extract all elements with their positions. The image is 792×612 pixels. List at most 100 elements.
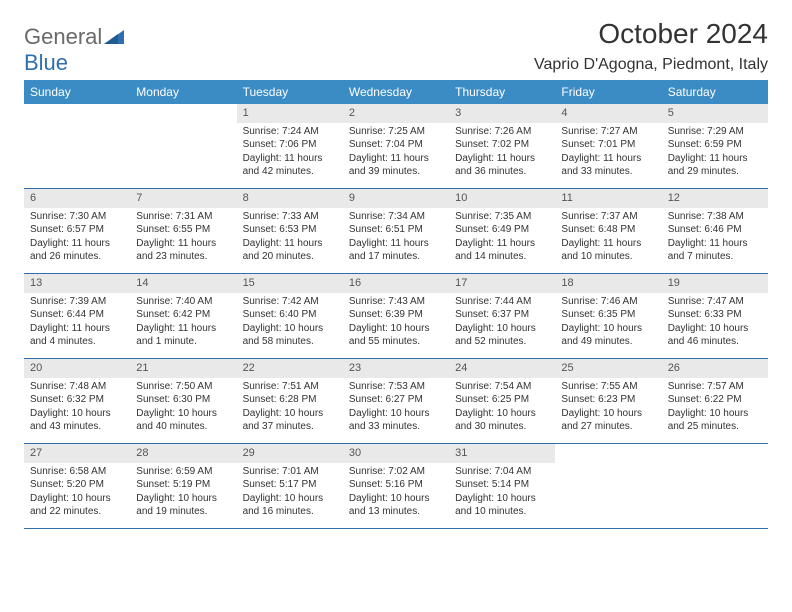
sunrise-text: Sunrise: 6:59 AM: [136, 465, 230, 479]
day-cell: 5Sunrise: 7:29 AMSunset: 6:59 PMDaylight…: [662, 104, 768, 188]
day-body: Sunrise: 7:54 AMSunset: 6:25 PMDaylight:…: [449, 378, 555, 440]
day-number: 29: [237, 444, 343, 463]
daylight-text: Daylight: 10 hours and 27 minutes.: [561, 407, 655, 434]
sunrise-text: Sunrise: 7:04 AM: [455, 465, 549, 479]
day-cell: 6Sunrise: 7:30 AMSunset: 6:57 PMDaylight…: [24, 189, 130, 273]
day-cell: 9Sunrise: 7:34 AMSunset: 6:51 PMDaylight…: [343, 189, 449, 273]
day-cell: 13Sunrise: 7:39 AMSunset: 6:44 PMDayligh…: [24, 274, 130, 358]
day-number: 26: [662, 359, 768, 378]
day-number: 7: [130, 189, 236, 208]
day-cell: 11Sunrise: 7:37 AMSunset: 6:48 PMDayligh…: [555, 189, 661, 273]
sunset-text: Sunset: 5:20 PM: [30, 478, 124, 492]
day-cell: 28Sunrise: 6:59 AMSunset: 5:19 PMDayligh…: [130, 444, 236, 528]
sunset-text: Sunset: 6:28 PM: [243, 393, 337, 407]
day-body: Sunrise: 7:55 AMSunset: 6:23 PMDaylight:…: [555, 378, 661, 440]
sunset-text: Sunset: 6:59 PM: [668, 138, 762, 152]
day-cell: 30Sunrise: 7:02 AMSunset: 5:16 PMDayligh…: [343, 444, 449, 528]
sunrise-text: Sunrise: 7:42 AM: [243, 295, 337, 309]
sunset-text: Sunset: 6:22 PM: [668, 393, 762, 407]
day-cell: [130, 104, 236, 188]
day-number: 15: [237, 274, 343, 293]
day-number: 4: [555, 104, 661, 123]
daylight-text: Daylight: 10 hours and 40 minutes.: [136, 407, 230, 434]
day-number: 13: [24, 274, 130, 293]
day-body: Sunrise: 7:33 AMSunset: 6:53 PMDaylight:…: [237, 208, 343, 270]
sunset-text: Sunset: 6:30 PM: [136, 393, 230, 407]
sunset-text: Sunset: 6:49 PM: [455, 223, 549, 237]
day-body: Sunrise: 7:30 AMSunset: 6:57 PMDaylight:…: [24, 208, 130, 270]
day-cell: 16Sunrise: 7:43 AMSunset: 6:39 PMDayligh…: [343, 274, 449, 358]
sunrise-text: Sunrise: 7:37 AM: [561, 210, 655, 224]
sunrise-text: Sunrise: 7:02 AM: [349, 465, 443, 479]
sunset-text: Sunset: 7:02 PM: [455, 138, 549, 152]
logo-text: General Blue: [24, 24, 124, 76]
week-row: 6Sunrise: 7:30 AMSunset: 6:57 PMDaylight…: [24, 189, 768, 274]
logo-triangle-icon: [104, 24, 124, 49]
daylight-text: Daylight: 11 hours and 7 minutes.: [668, 237, 762, 264]
day-number: 28: [130, 444, 236, 463]
daylight-text: Daylight: 10 hours and 19 minutes.: [136, 492, 230, 519]
daylight-text: Daylight: 10 hours and 25 minutes.: [668, 407, 762, 434]
sunrise-text: Sunrise: 7:40 AM: [136, 295, 230, 309]
logo: General Blue: [24, 18, 124, 76]
daylight-text: Daylight: 11 hours and 17 minutes.: [349, 237, 443, 264]
day-body: Sunrise: 7:24 AMSunset: 7:06 PMDaylight:…: [237, 123, 343, 185]
sunset-text: Sunset: 7:06 PM: [243, 138, 337, 152]
sunset-text: Sunset: 6:53 PM: [243, 223, 337, 237]
daylight-text: Daylight: 11 hours and 29 minutes.: [668, 152, 762, 179]
day-body: Sunrise: 7:27 AMSunset: 7:01 PMDaylight:…: [555, 123, 661, 185]
sunrise-text: Sunrise: 7:31 AM: [136, 210, 230, 224]
day-cell: 2Sunrise: 7:25 AMSunset: 7:04 PMDaylight…: [343, 104, 449, 188]
sunrise-text: Sunrise: 7:54 AM: [455, 380, 549, 394]
sunrise-text: Sunrise: 7:24 AM: [243, 125, 337, 139]
sunrise-text: Sunrise: 7:01 AM: [243, 465, 337, 479]
day-number: 30: [343, 444, 449, 463]
day-body: Sunrise: 6:58 AMSunset: 5:20 PMDaylight:…: [24, 463, 130, 525]
daylight-text: Daylight: 10 hours and 16 minutes.: [243, 492, 337, 519]
day-number: 21: [130, 359, 236, 378]
sunrise-text: Sunrise: 7:53 AM: [349, 380, 443, 394]
day-body: Sunrise: 7:43 AMSunset: 6:39 PMDaylight:…: [343, 293, 449, 355]
day-number: 5: [662, 104, 768, 123]
day-number: 18: [555, 274, 661, 293]
day-number: 16: [343, 274, 449, 293]
day-cell: 31Sunrise: 7:04 AMSunset: 5:14 PMDayligh…: [449, 444, 555, 528]
day-body: Sunrise: 7:01 AMSunset: 5:17 PMDaylight:…: [237, 463, 343, 525]
sunset-text: Sunset: 6:25 PM: [455, 393, 549, 407]
daylight-text: Daylight: 10 hours and 52 minutes.: [455, 322, 549, 349]
day-cell: 21Sunrise: 7:50 AMSunset: 6:30 PMDayligh…: [130, 359, 236, 443]
month-title: October 2024: [534, 18, 768, 50]
day-body: Sunrise: 7:53 AMSunset: 6:27 PMDaylight:…: [343, 378, 449, 440]
daylight-text: Daylight: 10 hours and 22 minutes.: [30, 492, 124, 519]
week-row: 13Sunrise: 7:39 AMSunset: 6:44 PMDayligh…: [24, 274, 768, 359]
day-number: 2: [343, 104, 449, 123]
daylight-text: Daylight: 11 hours and 10 minutes.: [561, 237, 655, 264]
sunset-text: Sunset: 6:35 PM: [561, 308, 655, 322]
sunset-text: Sunset: 6:33 PM: [668, 308, 762, 322]
day-cell: 18Sunrise: 7:46 AMSunset: 6:35 PMDayligh…: [555, 274, 661, 358]
day-number: 9: [343, 189, 449, 208]
sunrise-text: Sunrise: 7:27 AM: [561, 125, 655, 139]
day-body: Sunrise: 7:04 AMSunset: 5:14 PMDaylight:…: [449, 463, 555, 525]
daylight-text: Daylight: 10 hours and 33 minutes.: [349, 407, 443, 434]
day-body: Sunrise: 6:59 AMSunset: 5:19 PMDaylight:…: [130, 463, 236, 525]
sunrise-text: Sunrise: 7:46 AM: [561, 295, 655, 309]
daylight-text: Daylight: 11 hours and 14 minutes.: [455, 237, 549, 264]
sunset-text: Sunset: 5:14 PM: [455, 478, 549, 492]
header: General Blue October 2024 Vaprio D'Agogn…: [24, 18, 768, 80]
day-body: Sunrise: 7:51 AMSunset: 6:28 PMDaylight:…: [237, 378, 343, 440]
day-number: 10: [449, 189, 555, 208]
sunset-text: Sunset: 7:01 PM: [561, 138, 655, 152]
weekday-header: Saturday: [662, 80, 768, 104]
day-cell: 20Sunrise: 7:48 AMSunset: 6:32 PMDayligh…: [24, 359, 130, 443]
day-cell: 8Sunrise: 7:33 AMSunset: 6:53 PMDaylight…: [237, 189, 343, 273]
daylight-text: Daylight: 11 hours and 1 minute.: [136, 322, 230, 349]
day-body: Sunrise: 7:31 AMSunset: 6:55 PMDaylight:…: [130, 208, 236, 270]
day-number: 8: [237, 189, 343, 208]
day-body: Sunrise: 7:46 AMSunset: 6:35 PMDaylight:…: [555, 293, 661, 355]
sunrise-text: Sunrise: 7:26 AM: [455, 125, 549, 139]
day-cell: 10Sunrise: 7:35 AMSunset: 6:49 PMDayligh…: [449, 189, 555, 273]
daylight-text: Daylight: 11 hours and 33 minutes.: [561, 152, 655, 179]
day-body: Sunrise: 7:02 AMSunset: 5:16 PMDaylight:…: [343, 463, 449, 525]
sunset-text: Sunset: 6:39 PM: [349, 308, 443, 322]
